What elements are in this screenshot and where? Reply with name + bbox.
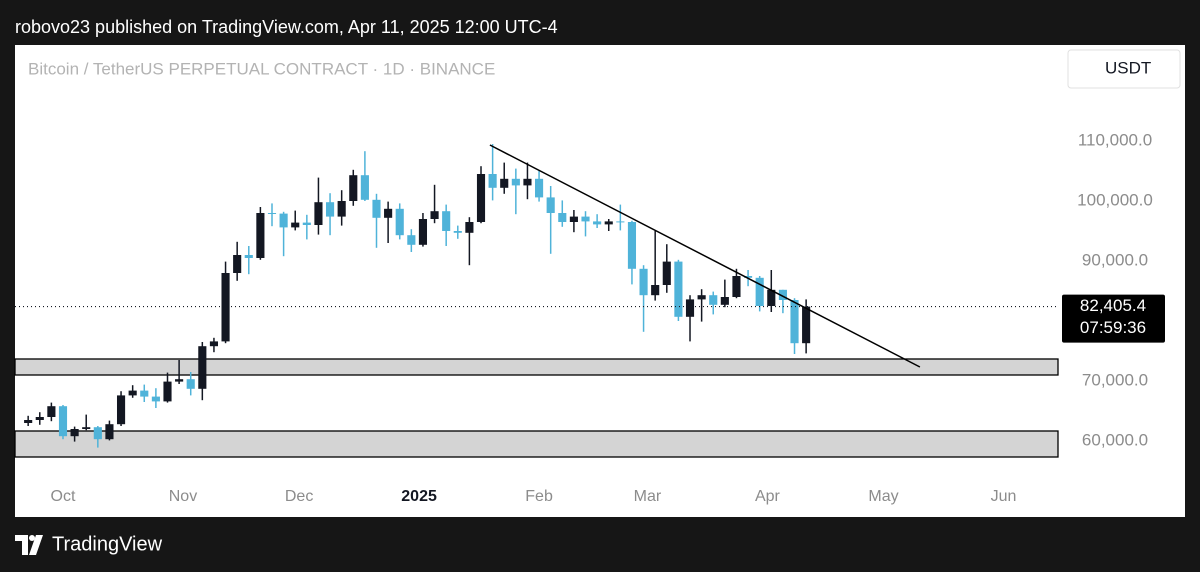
candle-body [395, 208, 404, 236]
candle-body [151, 396, 160, 402]
candle-body [778, 289, 787, 300]
candle-body [384, 208, 393, 218]
x-tick-label: Mar [634, 488, 662, 505]
candle-body [140, 390, 149, 397]
x-tick-label: Feb [525, 488, 553, 505]
candle-body [639, 268, 648, 296]
currency-label: USDT [1105, 58, 1151, 77]
candle-body [221, 273, 230, 342]
candle-body [546, 197, 555, 213]
candle-body [256, 213, 265, 258]
plot: 110,000.0 100,000.0 90,000.0 70,000.0 60,000… [14, 130, 1165, 505]
candle-body [360, 175, 369, 200]
last-price-box [1062, 294, 1165, 343]
support-zone [14, 358, 1059, 376]
candle-body [767, 289, 776, 306]
candle-body [175, 379, 184, 382]
candle-body [128, 390, 137, 396]
candle-body [488, 174, 497, 188]
candle-body [558, 213, 567, 222]
candle-body [442, 211, 451, 231]
candle-body [198, 346, 207, 389]
candle-body [244, 255, 253, 258]
candle-body [314, 202, 323, 225]
support-zone [14, 430, 1059, 458]
candle-body [209, 341, 219, 347]
candle-body [418, 219, 428, 245]
candle-body [616, 221, 625, 223]
candle-body [186, 379, 195, 389]
candle-body [511, 178, 520, 186]
candle-body [627, 222, 637, 269]
candle-body [337, 201, 346, 217]
x-tick-label: Dec [285, 488, 313, 505]
candle-body [662, 261, 671, 285]
x-tick-label: Apr [755, 488, 781, 505]
candle-body [593, 221, 602, 225]
candle-body [163, 381, 172, 402]
candle-body [291, 222, 300, 228]
candle-body [116, 395, 126, 425]
trendline [489, 144, 921, 368]
candle-body [233, 255, 242, 273]
chart-title: Bitcoin / TetherUS PERPETUAL CONTRACT · … [28, 59, 495, 78]
candle-body [58, 406, 68, 437]
candle-body [802, 306, 811, 344]
candle-body [697, 295, 706, 300]
candle-body [651, 285, 660, 296]
candle-body [24, 420, 33, 423]
candle-body [744, 276, 753, 278]
y-tick-label: 70,000.0 [1082, 370, 1148, 389]
candle-body [407, 235, 416, 245]
brand-name: TradingView [52, 533, 163, 555]
candle-body [500, 178, 509, 188]
currency-button[interactable] [1067, 49, 1181, 89]
candle-body [604, 221, 613, 225]
candle-body [82, 427, 91, 429]
candle-body [302, 222, 311, 225]
attribution: robovo23 published on TradingView.com, A… [15, 17, 558, 37]
x-tick-label: Oct [51, 488, 76, 505]
candle-body [35, 417, 44, 420]
candle-body [709, 295, 718, 305]
y-tick-label: 90,000.0 [1082, 250, 1148, 269]
candle-body [430, 211, 439, 219]
candle-body [267, 213, 277, 214]
candle-body [569, 216, 578, 222]
candle-body [325, 202, 335, 217]
candle-body [535, 178, 544, 198]
candle-body [581, 216, 590, 222]
candle-body [732, 276, 741, 297]
candle-body [755, 277, 764, 306]
candle-body [349, 175, 358, 201]
candle-body [465, 222, 474, 233]
x-tick-label: Jun [991, 488, 1017, 505]
x-tick-label: May [868, 488, 898, 505]
countdown-label: 07:59:36 [1080, 318, 1146, 337]
candle-body [790, 300, 799, 344]
candle-body [93, 427, 102, 440]
brand-logo [15, 535, 43, 555]
last-price-label: 82,405.4 [1080, 296, 1146, 315]
candle-body [279, 213, 288, 228]
x-tick-label: 2025 [401, 488, 437, 505]
candle-body [674, 261, 683, 317]
y-tick-label: 60,000.0 [1082, 430, 1148, 449]
candle-body [70, 429, 79, 437]
candle-body [372, 199, 381, 218]
candle-body [685, 299, 695, 317]
candle-body [47, 406, 56, 417]
candle-body [720, 297, 729, 305]
y-tick-label: 110,000.0 [1078, 130, 1152, 149]
candle-body [453, 231, 462, 233]
candle-body [476, 174, 486, 222]
candle-body [105, 424, 114, 440]
y-tick-label: 100,000.0 [1077, 190, 1153, 209]
x-tick-label: Nov [169, 488, 197, 505]
candle-body [523, 178, 532, 186]
